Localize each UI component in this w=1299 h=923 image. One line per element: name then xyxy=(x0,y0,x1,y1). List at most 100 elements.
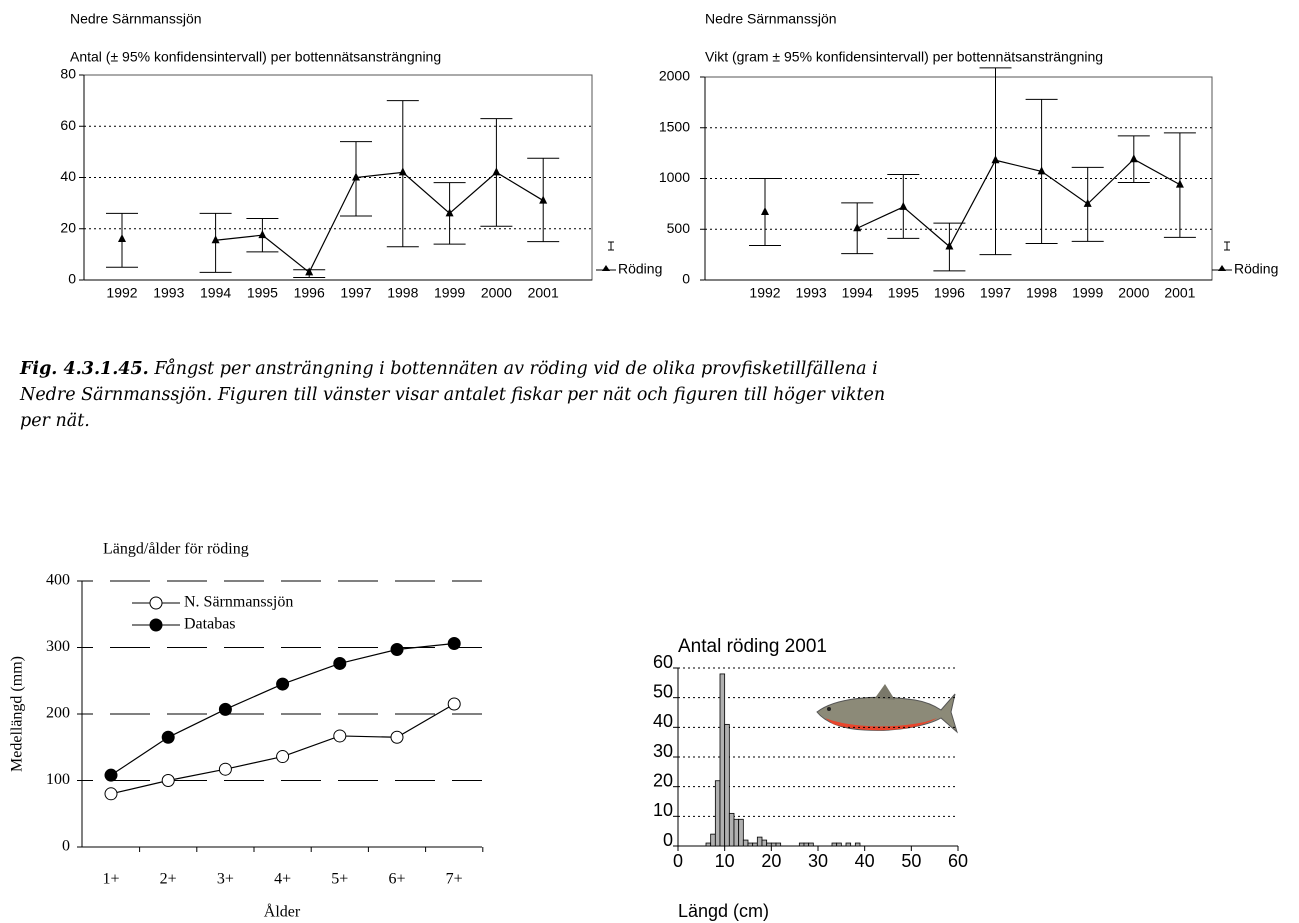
data-point xyxy=(118,234,126,242)
y-tick-label: 1000 xyxy=(659,169,690,185)
y-tick-label: 40 xyxy=(653,711,673,731)
x-tick-label: 1999 xyxy=(434,285,465,301)
legend-marker xyxy=(149,618,163,632)
data-point xyxy=(447,697,461,711)
chart: Nedre Särnmanssjön Antal (± 95% konfidens… xyxy=(60,11,662,301)
fish-fin xyxy=(875,684,895,700)
x-tick-label: 1998 xyxy=(387,285,418,301)
histogram-bar xyxy=(808,842,814,847)
data-point xyxy=(899,201,908,210)
x-tick-label: 20 xyxy=(761,851,781,871)
histogram-bar xyxy=(728,812,735,847)
data-point xyxy=(1175,179,1184,188)
y-tick-label: 300 xyxy=(46,638,70,655)
y-tick-label: 20 xyxy=(653,770,673,790)
x-tick-label: 60 xyxy=(948,851,968,871)
chart-subtitle: Antal (± 95% konfidensintervall) per bot… xyxy=(70,49,441,65)
x-tick-label: 40 xyxy=(855,851,875,871)
data-point xyxy=(1083,198,1092,207)
chart: Antal röding 2001 Längd (cm) 0 10 20 30 40 50 60… xyxy=(653,636,968,921)
histogram-bar xyxy=(845,842,852,847)
x-tick-label: 1995 xyxy=(888,285,919,301)
histogram-bar xyxy=(756,836,763,847)
data-point xyxy=(104,787,118,801)
x-tick-label: 1993 xyxy=(153,285,184,301)
chart-title: Antal röding 2001 xyxy=(678,636,827,657)
histogram-bar xyxy=(710,833,716,847)
histogram-bar xyxy=(742,839,749,847)
legend-errorbar-icon xyxy=(1224,241,1230,251)
legend-label: N. Särnmanssjön xyxy=(184,594,293,611)
y-tick-label: 50 xyxy=(653,681,673,701)
data-point xyxy=(447,637,461,651)
y-tick-label: 200 xyxy=(46,705,70,722)
caption-text: Fångst per ansträngning i bottennäten av… xyxy=(20,359,886,431)
data-point xyxy=(1129,154,1138,163)
histogram-bar xyxy=(803,842,810,847)
data-point xyxy=(161,774,175,787)
data-point xyxy=(390,730,404,744)
x-tick-label: 1999 xyxy=(1072,285,1103,301)
data-point xyxy=(1037,166,1046,175)
y-axis-label: Medellängd (mm) xyxy=(9,656,26,772)
x-tick-label: 1993 xyxy=(796,285,827,301)
x-tick-label: 2000 xyxy=(481,285,512,301)
y-tick-label: 80 xyxy=(60,66,76,82)
x-tick-label: 4+ xyxy=(274,871,291,888)
x-tick-label: 1996 xyxy=(294,285,325,301)
data-point xyxy=(991,155,1000,164)
histogram-bar xyxy=(775,842,782,847)
x-tick-label: 3+ xyxy=(217,871,234,888)
y-tick-label: 60 xyxy=(60,117,76,133)
chart-title: Nedre Särnmanssjön xyxy=(705,11,837,27)
x-tick-label: 1994 xyxy=(842,285,873,301)
x-axis-label: Längd (cm) xyxy=(678,901,769,921)
y-tick-label: 400 xyxy=(46,572,70,589)
legend-marker xyxy=(602,265,610,271)
x-tick-label: 1994 xyxy=(200,285,231,301)
data-point xyxy=(258,230,267,239)
histogram-bar xyxy=(831,842,838,847)
x-axis-label: Ålder xyxy=(264,903,301,921)
data-point xyxy=(761,206,769,215)
data-point xyxy=(104,768,118,782)
y-tick-label: 2000 xyxy=(659,68,690,84)
data-point xyxy=(161,730,175,744)
histogram-bar xyxy=(724,723,730,847)
y-tick-label: 60 xyxy=(653,652,673,672)
x-tick-label: 1992 xyxy=(749,285,780,301)
x-tick-label: 5+ xyxy=(331,871,348,888)
chart: Längd/ålder för röding Ålder Medellängd (m… xyxy=(9,541,484,921)
x-tick-label: 1998 xyxy=(1026,285,1057,301)
x-tick-label: 10 xyxy=(715,851,735,871)
series-line xyxy=(856,158,1181,248)
data-point xyxy=(390,642,404,656)
chart-subtitle: Vikt (gram ± 95% konfidensintervall) per… xyxy=(705,49,1103,65)
y-tick-label: 1500 xyxy=(659,118,690,134)
data-point xyxy=(539,195,548,204)
y-tick-label: 30 xyxy=(653,741,673,761)
data-point xyxy=(352,172,360,181)
legend-label: Röding xyxy=(618,261,662,277)
y-tick-label: 0 xyxy=(663,830,673,850)
fish-eye xyxy=(827,707,831,711)
data-point xyxy=(276,750,290,764)
y-tick-label: 10 xyxy=(653,800,673,820)
data-point xyxy=(305,267,314,276)
data-point xyxy=(333,729,347,743)
x-tick-label: 2001 xyxy=(528,285,559,301)
chart: Nedre Särnmanssjön Vikt (gram ± 95% konfi… xyxy=(659,11,1279,301)
data-point xyxy=(276,677,290,691)
legend-label: Databas xyxy=(184,616,236,633)
data-point xyxy=(492,167,501,176)
histogram-bar xyxy=(733,818,740,847)
data-point xyxy=(445,208,454,217)
data-point xyxy=(218,762,232,776)
chart-title: Nedre Särnmanssjön xyxy=(70,11,202,27)
x-tick-label: 1997 xyxy=(980,285,1011,301)
x-tick-label: 0 xyxy=(673,851,683,871)
histogram-bar xyxy=(719,673,726,847)
y-tick-label: 20 xyxy=(60,219,76,235)
